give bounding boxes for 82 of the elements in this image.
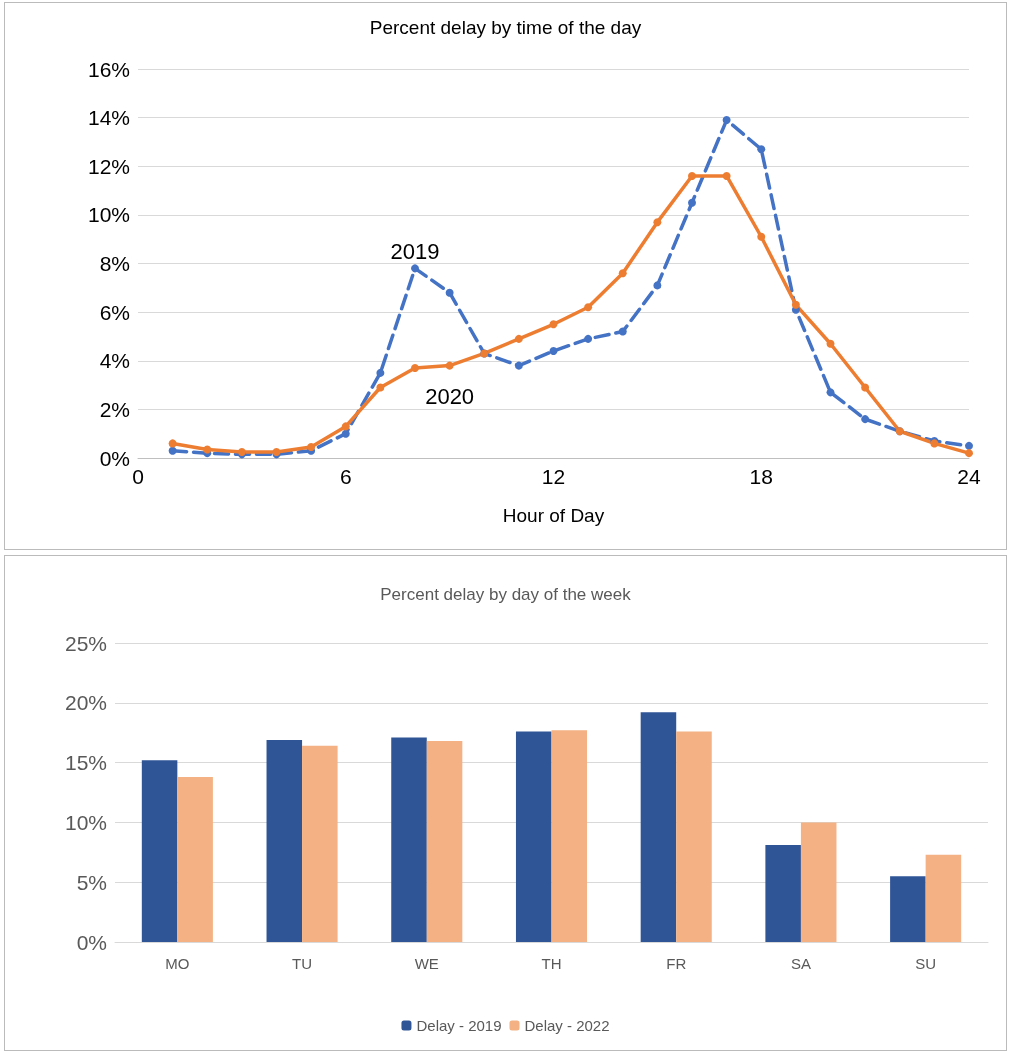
point: [549, 347, 558, 356]
point: [376, 368, 385, 377]
x-tick-label: SA: [790, 955, 811, 972]
y-tick-label: 0%: [99, 446, 130, 470]
point: [965, 441, 973, 450]
x-tick-label: SU: [915, 955, 937, 972]
y-tick-label: 0%: [76, 930, 107, 954]
point: [861, 383, 870, 392]
x-tick-label: WE: [414, 955, 439, 972]
y-tick-label: 10%: [87, 203, 130, 227]
bar: [141, 760, 178, 942]
y-tick-label: 4%: [99, 349, 130, 373]
point: [653, 281, 662, 290]
point: [514, 334, 523, 343]
y-tick-label: 5%: [76, 870, 107, 894]
x-tick-label: 24: [957, 465, 981, 488]
point: [757, 232, 766, 241]
point: [168, 446, 177, 455]
bar: [925, 854, 962, 942]
y-tick-label: 6%: [99, 300, 130, 324]
bar: [266, 739, 303, 942]
chart-title: Percent delay by time of the day: [369, 17, 642, 38]
point: [584, 303, 593, 312]
bar: [177, 776, 213, 942]
point: [791, 300, 800, 309]
y-tick-label: 20%: [64, 691, 107, 715]
point: [618, 269, 627, 278]
y-tick-label: 16%: [87, 57, 130, 81]
annotation: 2019: [390, 238, 440, 264]
point: [722, 116, 731, 125]
point: [826, 388, 835, 397]
bar: [765, 845, 801, 942]
point: [411, 264, 419, 273]
point: [549, 320, 558, 329]
point: [411, 364, 419, 373]
bar: [391, 737, 427, 942]
point: [445, 361, 454, 370]
x-tick-label: FR: [666, 955, 687, 972]
x-tick-label: TH: [541, 955, 562, 972]
bar: [551, 730, 588, 942]
point: [861, 415, 870, 424]
bar: [800, 822, 837, 942]
point: [688, 171, 696, 180]
legend-label: Delay - 2019: [416, 1017, 502, 1034]
legend-label: Delay - 2022: [524, 1017, 610, 1034]
point: [341, 422, 350, 431]
point: [618, 327, 627, 336]
y-tick-label: 12%: [87, 154, 130, 178]
bar: [890, 876, 926, 942]
y-tick-label: 15%: [64, 751, 107, 775]
y-tick-label: 8%: [99, 252, 130, 275]
point: [514, 361, 523, 370]
point: [826, 339, 835, 348]
point: [203, 445, 212, 454]
point: [653, 218, 662, 227]
point: [757, 145, 766, 154]
x-axis-title: Hour of Day: [502, 505, 605, 526]
x-tick-label: 6: [339, 465, 352, 488]
point: [376, 383, 385, 392]
point: [341, 429, 350, 438]
point: [965, 449, 973, 458]
chart-title: Percent delay by day of the week: [380, 585, 632, 604]
x-tick-label: 12: [541, 465, 566, 488]
point: [168, 439, 177, 448]
y-tick-label: 10%: [64, 810, 107, 834]
point: [722, 171, 731, 180]
x-tick-label: MO: [165, 955, 190, 972]
y-tick-label: 14%: [87, 106, 130, 130]
point: [445, 288, 454, 297]
point: [688, 198, 696, 207]
x-tick-label: 18: [749, 465, 773, 488]
bar: [676, 731, 712, 942]
x-tick-label: 0: [132, 465, 144, 488]
bar: [426, 741, 463, 942]
point: [584, 334, 593, 343]
x-tick-label: TU: [292, 955, 313, 972]
bar: [515, 731, 552, 942]
y-tick-label: 25%: [64, 631, 107, 655]
y-tick-label: 2%: [99, 397, 130, 421]
bar: [302, 745, 338, 942]
annotation: 2020: [425, 384, 475, 410]
bar: [640, 712, 677, 942]
